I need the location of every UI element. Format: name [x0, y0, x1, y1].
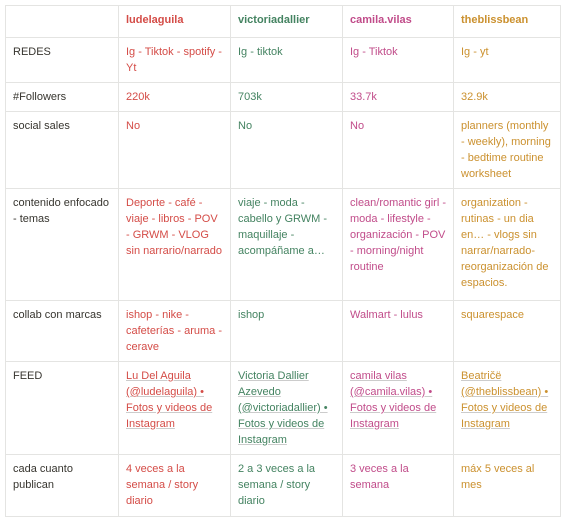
row-label: FEED — [5, 361, 119, 455]
cell-text: ishop - nike - cafeterías - aruma - cera… — [126, 309, 222, 353]
cell: 220k — [118, 82, 231, 112]
cell: 2 a 3 veces a la semana / story diario — [230, 454, 343, 517]
cell-text: 703k — [238, 91, 262, 103]
cell-text: squarespace — [461, 309, 524, 321]
cell: 32.9k — [453, 82, 561, 112]
cell-text: No — [126, 120, 141, 132]
column-header: victoriadallier — [230, 5, 343, 38]
cell-text: 220k — [126, 91, 150, 103]
column-header: camila.vilas — [342, 5, 454, 38]
column-header: ludelaguila — [118, 5, 231, 38]
row-label: REDES — [5, 37, 119, 83]
cell-text: organization - rutinas - un dia en… - vl… — [461, 197, 549, 289]
row-label: cada cuanto publican — [5, 454, 119, 517]
cell: Ig - yt — [453, 37, 561, 83]
table-row: FEED Lu Del Aguila (@ludelaguila) • Fotos… — [5, 361, 561, 455]
table-row: social sales No No No planners (monthly - we… — [5, 111, 561, 189]
cell: máx 5 veces al mes — [453, 454, 561, 517]
cell-text: 4 veces a la semana / story diario — [126, 463, 199, 507]
header-row: ludelaguila victoriadallier camila.vilas th… — [5, 5, 561, 38]
cell-text: 32.9k — [461, 91, 488, 103]
cell: ishop - nike - cafeterías - aruma - cera… — [118, 300, 231, 362]
cell: Ig - Tiktok — [342, 37, 454, 83]
cell: Beatričë (@theblissbean) • Fotos y video… — [453, 361, 561, 455]
cell: Victoria Dallier Azevedo (@victoriadalli… — [230, 361, 343, 455]
cell-text: No — [238, 120, 253, 132]
cell-text: Ig - yt — [461, 46, 489, 58]
comparison-table: ludelaguila victoriadallier camila.vilas th… — [5, 5, 561, 517]
corner-cell — [5, 5, 119, 38]
cell: camila vilas (@camila.vilas) • Fotos y v… — [342, 361, 454, 455]
cell-text: Deporte - café - viaje - libros - POV - … — [126, 197, 222, 257]
cell: Ig - tiktok — [230, 37, 343, 83]
cell-text: Ig - Tiktok - spotify - Yt — [126, 46, 222, 74]
cell-text: camila vilas (@camila.vilas) • Fotos y v… — [350, 370, 437, 430]
cell: squarespace — [453, 300, 561, 362]
cell: organization - rutinas - un dia en… - vl… — [453, 188, 561, 301]
cell: viaje - moda - cabello y GRWM - maquilla… — [230, 188, 343, 301]
cell-text: planners (monthly - weekly), morning - b… — [461, 120, 551, 180]
cell: Ig - Tiktok - spotify - Yt — [118, 37, 231, 83]
table-body: REDES Ig - Tiktok - spotify - Yt Ig - tikt… — [5, 37, 561, 517]
table-row: contenido enfocado - temas Deporte - café… — [5, 188, 561, 301]
cell: 33.7k — [342, 82, 454, 112]
cell-text: No — [350, 120, 365, 132]
cell-text: Walmart - lulus — [350, 309, 423, 321]
cell: No — [230, 111, 343, 189]
column-header: theblissbean — [453, 5, 561, 38]
row-label: contenido enfocado - temas — [5, 188, 119, 301]
row-label: social sales — [5, 111, 119, 189]
row-label: #Followers — [5, 82, 119, 112]
cell: 3 veces a la semana — [342, 454, 454, 517]
table-row: REDES Ig - Tiktok - spotify - Yt Ig - tikt… — [5, 37, 561, 83]
cell: Lu Del Aguila (@ludelaguila) • Fotos y v… — [118, 361, 231, 455]
cell-text: Ig - Tiktok — [350, 46, 398, 58]
cell-text: 3 veces a la semana — [350, 463, 409, 491]
table-row: cada cuanto publican 4 veces a la semana … — [5, 454, 561, 517]
row-label: collab con marcas — [5, 300, 119, 362]
cell: 4 veces a la semana / story diario — [118, 454, 231, 517]
cell-text: ishop — [238, 309, 265, 321]
cell-text: Lu Del Aguila (@ludelaguila) • Fotos y v… — [126, 370, 213, 430]
cell-text: Ig - tiktok — [238, 46, 283, 58]
cell-text: viaje - moda - cabello y GRWM - maquilla… — [238, 197, 328, 257]
cell: clean/romantic girl - moda - lifestyle -… — [342, 188, 454, 301]
cell: planners (monthly - weekly), morning - b… — [453, 111, 561, 189]
cell-text: Victoria Dallier Azevedo (@victoriadalli… — [238, 370, 328, 446]
cell: ishop — [230, 300, 343, 362]
cell: Deporte - café - viaje - libros - POV - … — [118, 188, 231, 301]
cell: 703k — [230, 82, 343, 112]
cell: No — [118, 111, 231, 189]
table-row: #Followers 220k 703k 33.7k 32.9k — [5, 82, 561, 112]
cell-text: 2 a 3 veces a la semana / story diario — [238, 463, 316, 507]
cell-text: 33.7k — [350, 91, 377, 103]
cell: No — [342, 111, 454, 189]
cell: Walmart - lulus — [342, 300, 454, 362]
cell-text: Beatričë (@theblissbean) • Fotos y video… — [461, 370, 549, 430]
table-row: collab con marcas ishop - nike - cafeterí… — [5, 300, 561, 362]
cell-text: máx 5 veces al mes — [461, 463, 535, 491]
cell-text: clean/romantic girl - moda - lifestyle -… — [350, 197, 446, 273]
